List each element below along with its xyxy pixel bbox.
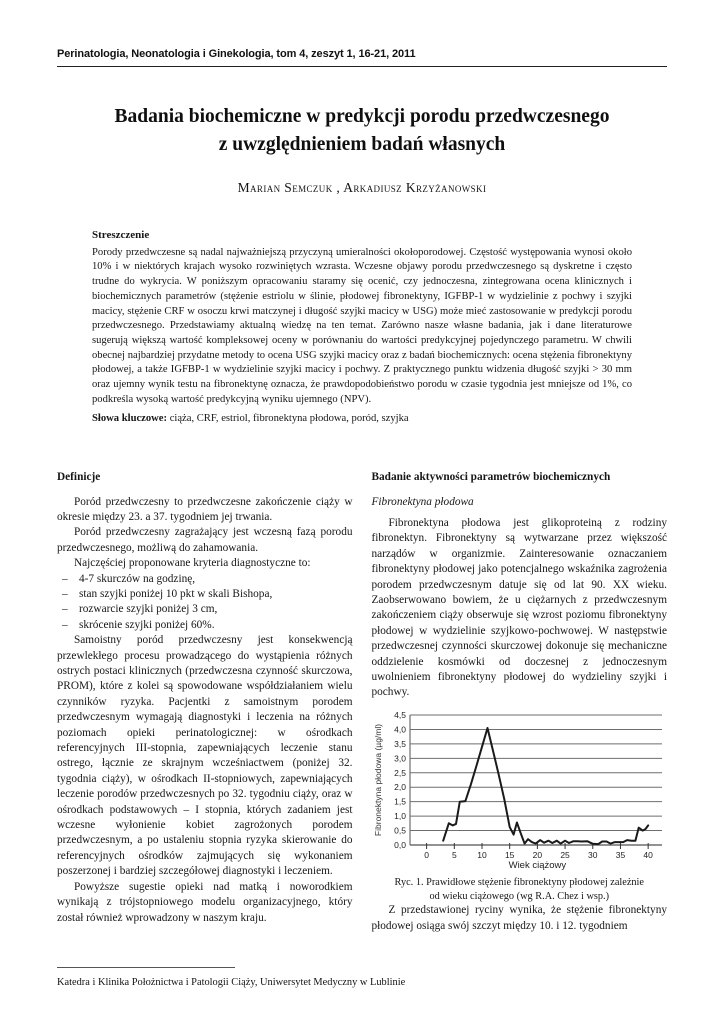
svg-text:0,0: 0,0 [394, 840, 406, 850]
svg-text:15: 15 [504, 850, 514, 860]
list-item-text: stan szyjki poniżej 10 pkt w skali Bisho… [79, 587, 273, 600]
left-column: Definicje Poród przedwczesny to przedwcz… [57, 470, 353, 934]
right-para-1: Fibronektyna płodowa jest glikoproteiną … [371, 516, 668, 699]
list-item: – stan szyjki poniżej 10 pkt w skali Bish… [57, 587, 353, 602]
svg-text:25: 25 [560, 850, 570, 860]
dash-marker: – [62, 587, 68, 600]
svg-text:30: 30 [588, 850, 598, 860]
keywords-label: Słowa kluczowe: [92, 413, 168, 425]
right-para-2: Z przedstawionej ryciny wynika, że stęże… [371, 904, 668, 932]
svg-text:2,5: 2,5 [394, 768, 406, 778]
subsection-heading-fibronektyna: Fibronektyna płodowa [371, 495, 474, 508]
svg-text:1,5: 1,5 [394, 796, 406, 806]
left-para-4: Samoistny poród przedwczesny jest konsek… [57, 634, 353, 878]
right-column: Badanie aktywności parametrów biochemicz… [372, 470, 668, 934]
left-para-2: Poród przedwczesny zagrażający jest wcze… [57, 526, 353, 554]
section-heading-definicje: Definicje [57, 471, 101, 484]
keywords-text: ciąża, CRF, estriol, fibronektyna płodow… [167, 413, 409, 425]
two-column-body: Definicje Poród przedwczesny to przedwcz… [57, 470, 667, 934]
dash-marker: – [62, 618, 68, 631]
article-title-line2: z uwzględnieniem badań własnych [218, 134, 506, 155]
article-title-line1: Badania biochemiczne w predykcji porodu … [114, 106, 610, 127]
list-item: – rozwarcie szyjki poniżej 3 cm, [57, 602, 353, 617]
abstract-body: Porody przedwczesne są nadal najważniejs… [92, 246, 632, 405]
list-item: – skrócenie szyjki poniżej 60%. [57, 618, 353, 633]
svg-text:40: 40 [643, 850, 653, 860]
article-title: Badania biochemiczne w predykcji porodu … [57, 103, 667, 159]
dash-marker: – [62, 603, 68, 616]
figure-caption-line1: Ryc. 1. Prawidłowe stężenie fibronektyny… [394, 876, 645, 888]
figure-caption: Ryc. 1. Prawidłowe stężenie fibronektyny… [372, 876, 668, 904]
svg-text:4,0: 4,0 [394, 724, 406, 734]
abstract-heading: Streszczenie [92, 229, 150, 241]
left-para-3: Najczęściej proponowane kryteria diagnos… [74, 557, 311, 570]
svg-text:5: 5 [451, 850, 456, 860]
svg-text:Fibronektyna płodowa (µg/ml): Fibronektyna płodowa (µg/ml) [373, 724, 383, 836]
criteria-list: –4-7 skurczów na godzinę, – stan szyjki p… [57, 572, 353, 634]
abstract-section: Streszczenie Porody przedwczesne są nada… [92, 228, 632, 427]
authors: Marian Semczuk , Arkadiusz Krzyżanowski [237, 180, 487, 195]
fibronectin-line-chart: 0,0 0,5 1,0 1,5 2,0 2,5 3,0 3,5 4,0 4,5 0 5 10 15 20 25… [373, 711, 662, 871]
dash-marker: – [62, 572, 68, 585]
svg-text:0,5: 0,5 [394, 825, 406, 835]
svg-text:1,0: 1,0 [394, 811, 406, 821]
left-para-5: Powyższe sugestie opieki nad matką i now… [57, 880, 353, 924]
left-para-1: Poród przedwczesny to przedwczesne zakoń… [57, 495, 353, 523]
list-item-text: rozwarcie szyjki poniżej 3 cm, [79, 603, 218, 616]
svg-text:2,0: 2,0 [394, 782, 406, 792]
list-item-text: 4-7 skurczów na godzinę, [79, 572, 196, 585]
svg-text:4,5: 4,5 [394, 711, 406, 720]
svg-text:35: 35 [615, 850, 625, 860]
figure-1: 0,0 0,5 1,0 1,5 2,0 2,5 3,0 3,5 4,0 4,5 0 5 10 15 20 25… [372, 711, 668, 904]
journal-header: Perinatologia, Neonatologia i Ginekologi… [57, 48, 416, 60]
affiliation: Katedra i Klinika Położnictwa i Patologi… [57, 977, 406, 988]
header-rule [57, 66, 667, 67]
list-item-text: skrócenie szyjki poniżej 60%. [79, 618, 215, 631]
svg-text:3,0: 3,0 [394, 753, 406, 763]
keywords-line: Słowa kluczowe: ciąża, CRF, estriol, fib… [92, 412, 632, 427]
list-item: –4-7 skurczów na godzinę, [57, 572, 353, 587]
svg-text:3,5: 3,5 [394, 739, 406, 749]
section-heading-badanie: Badanie aktywności parametrów biochemicz… [371, 471, 611, 484]
svg-text:20: 20 [532, 850, 542, 860]
svg-text:10: 10 [477, 850, 487, 860]
footnote-rule [57, 967, 235, 968]
footnote: Katedra i Klinika Położnictwa i Patologi… [57, 967, 667, 988]
svg-text:0: 0 [424, 850, 429, 860]
svg-text:Wiek ciążowy: Wiek ciążowy [508, 860, 566, 871]
figure-caption-line2: od wieku ciążowego (wg R.A. Chez i wsp.) [429, 890, 610, 902]
